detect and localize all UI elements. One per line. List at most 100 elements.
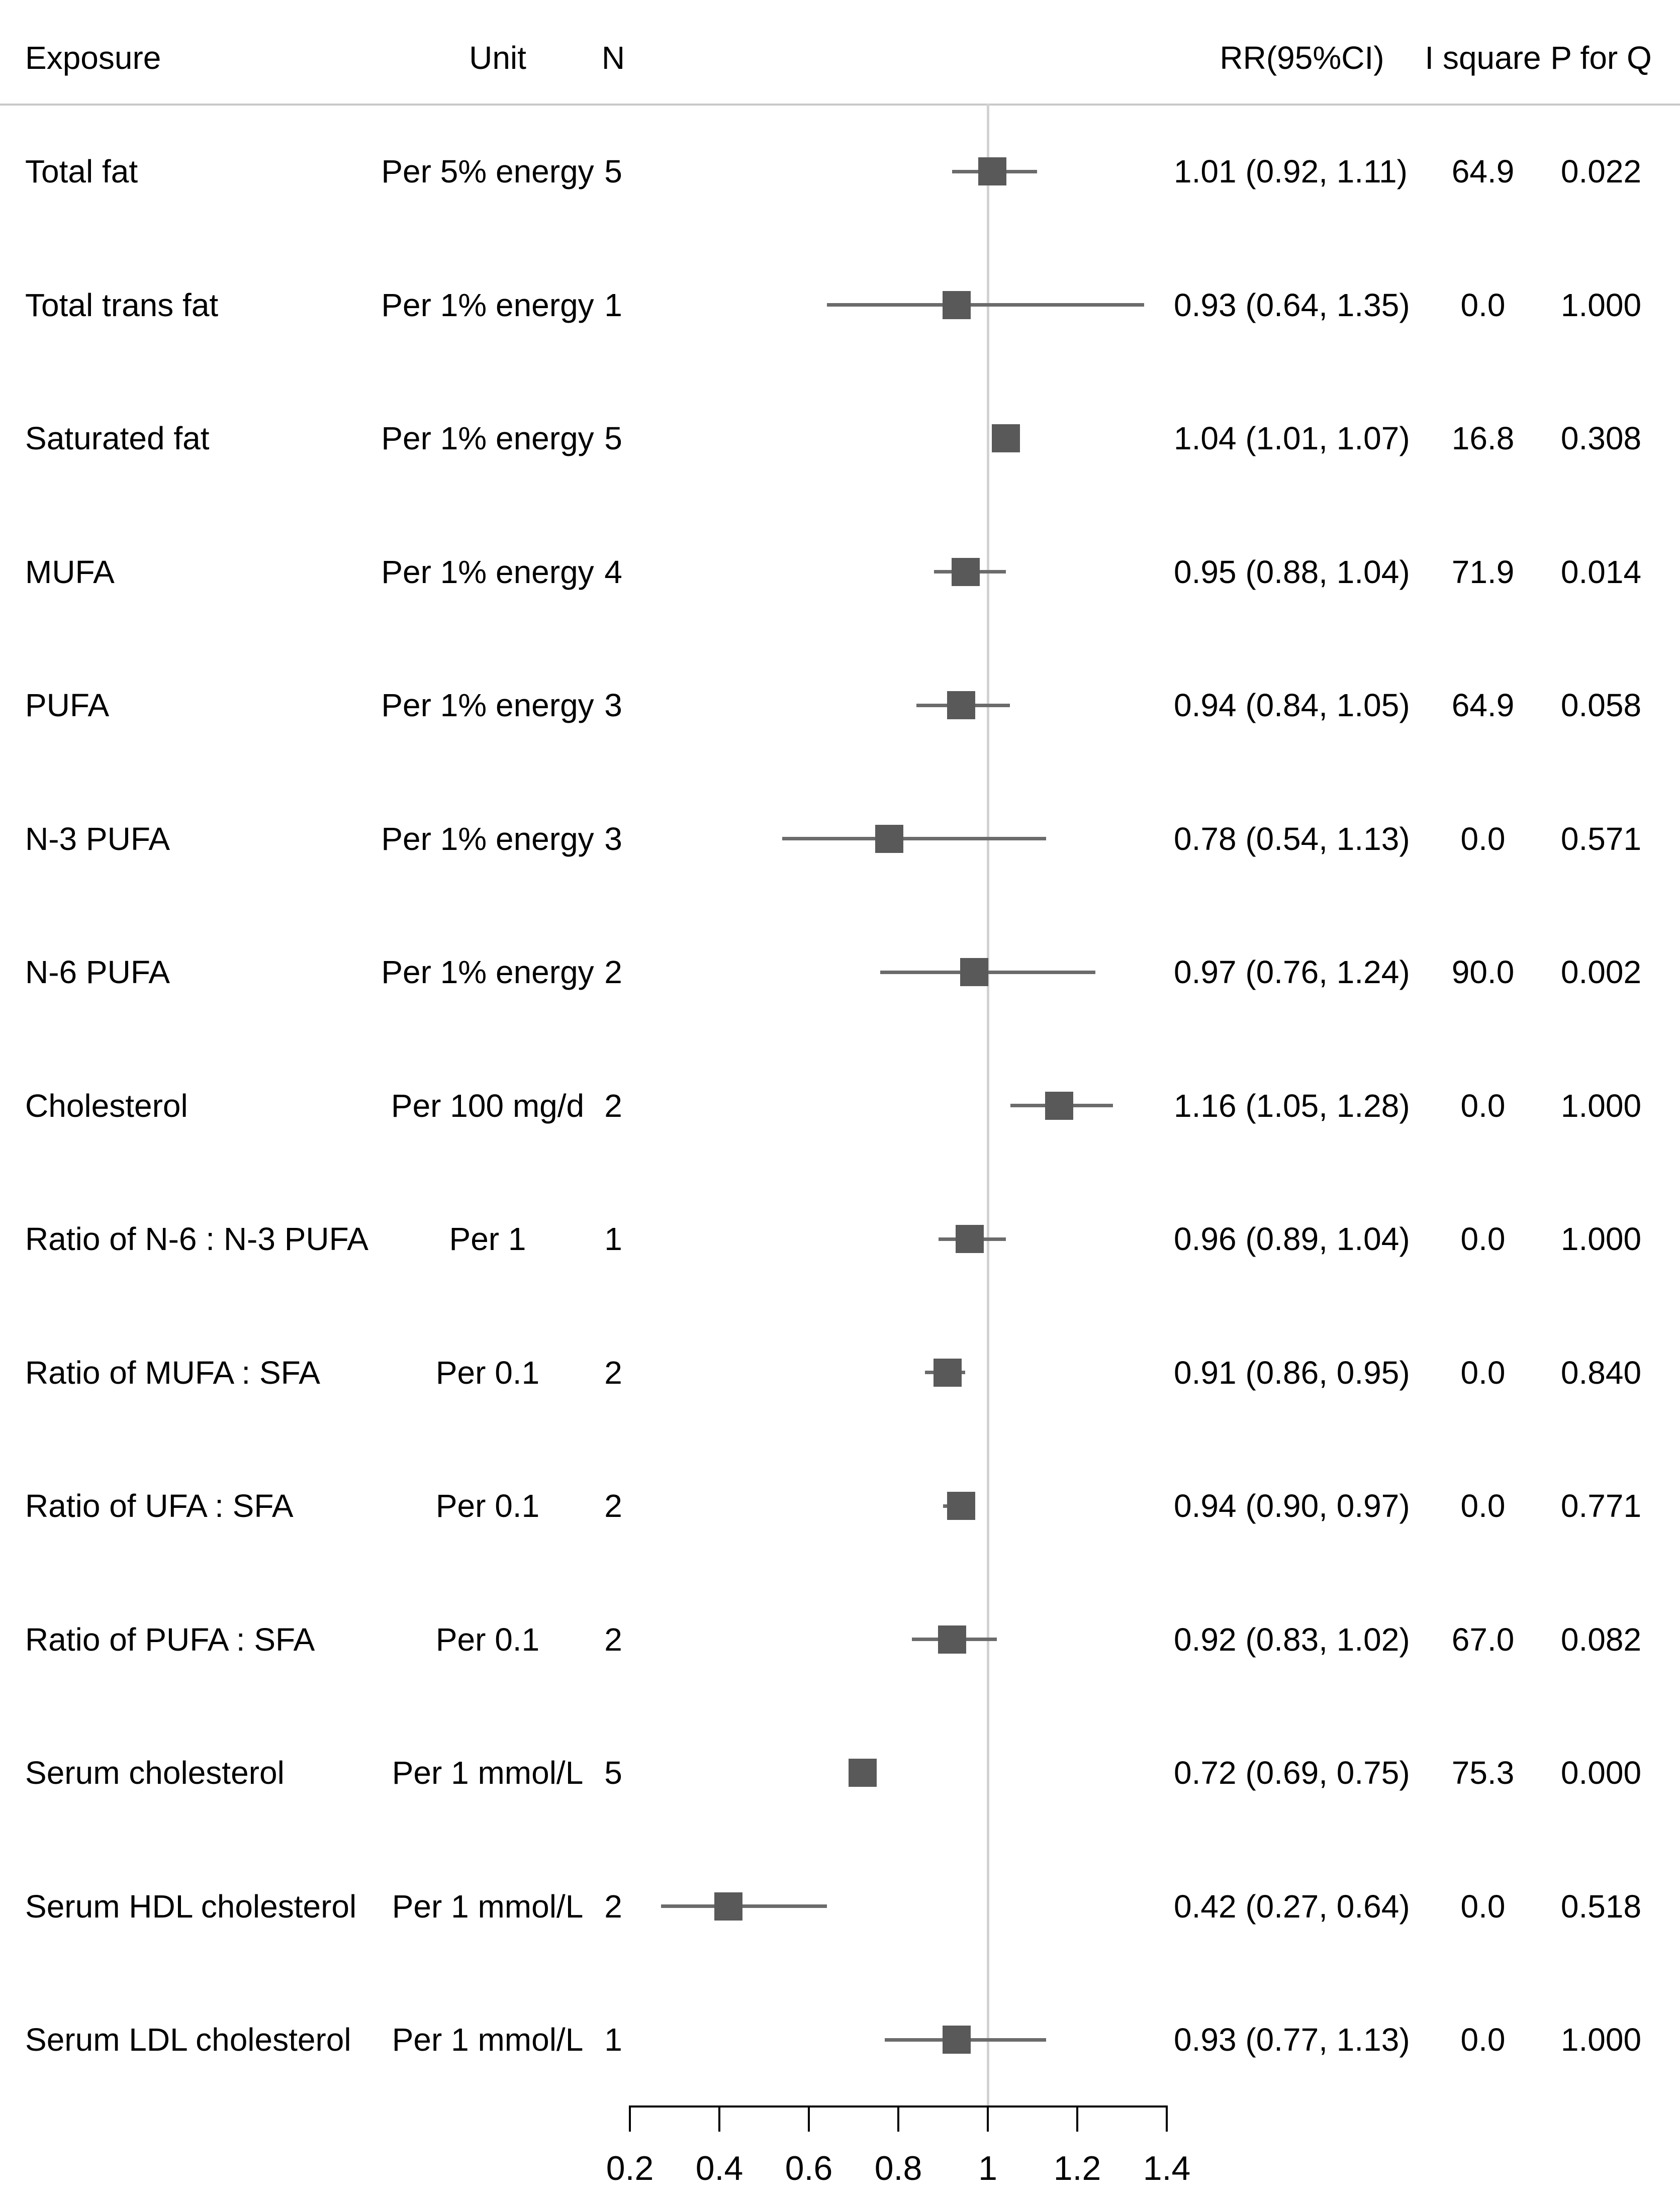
column-header-unit: Unit bbox=[469, 40, 526, 76]
exposure-label: Ratio of UFA : SFA bbox=[25, 1488, 294, 1524]
point-estimate-marker bbox=[942, 291, 971, 319]
n-label: 5 bbox=[604, 420, 622, 456]
i-square-label: 67.0 bbox=[1451, 1621, 1515, 1658]
i-square-label: 16.8 bbox=[1451, 420, 1515, 456]
column-header-exposure: Exposure bbox=[25, 40, 161, 76]
rr-ci-label: 0.95 (0.88, 1.04) bbox=[1174, 553, 1410, 590]
unit-label: Per 100 mg/d bbox=[391, 1087, 585, 1124]
i-square-label: 0.0 bbox=[1460, 2022, 1506, 2058]
axis-tick-label: 0.8 bbox=[874, 2149, 922, 2187]
exposure-label: MUFA bbox=[25, 553, 115, 590]
rr-ci-label: 0.93 (0.64, 1.35) bbox=[1174, 286, 1410, 323]
exposure-label: N-3 PUFA bbox=[25, 820, 170, 857]
point-estimate-marker bbox=[933, 1358, 962, 1387]
point-estimate-marker bbox=[947, 691, 975, 719]
n-label: 1 bbox=[604, 1221, 622, 1257]
i-square-label: 90.0 bbox=[1451, 954, 1515, 990]
point-estimate-marker bbox=[960, 958, 989, 986]
exposure-label: Serum HDL cholesterol bbox=[25, 1888, 357, 1925]
i-square-label: 0.0 bbox=[1460, 1488, 1506, 1524]
reference-line bbox=[986, 104, 989, 2105]
unit-label: Per 0.1 bbox=[435, 1621, 540, 1658]
column-header-rr-ci: RR(95%CI) bbox=[1220, 40, 1384, 76]
p-for-q-label: 0.082 bbox=[1560, 1621, 1642, 1658]
point-estimate-marker bbox=[714, 1892, 742, 1921]
axis-tick bbox=[629, 2105, 631, 2132]
point-estimate-marker bbox=[848, 1759, 877, 1787]
i-square-label: 71.9 bbox=[1451, 553, 1515, 590]
n-label: 1 bbox=[604, 286, 622, 323]
rr-ci-label: 0.42 (0.27, 0.64) bbox=[1174, 1888, 1410, 1925]
point-estimate-marker bbox=[942, 2026, 971, 2054]
exposure-label: Total trans fat bbox=[25, 286, 219, 323]
p-for-q-label: 0.000 bbox=[1560, 1755, 1642, 1791]
p-for-q-label: 0.518 bbox=[1560, 1888, 1642, 1925]
n-label: 2 bbox=[604, 1621, 622, 1658]
p-for-q-label: 1.000 bbox=[1560, 286, 1642, 323]
ci-whisker bbox=[782, 837, 1046, 840]
unit-label: Per 1% energy bbox=[381, 553, 594, 590]
p-for-q-label: 0.002 bbox=[1560, 954, 1642, 990]
i-square-label: 0.0 bbox=[1460, 1888, 1506, 1925]
i-square-label: 75.3 bbox=[1451, 1755, 1515, 1791]
n-label: 5 bbox=[604, 1755, 622, 1791]
axis-tick bbox=[897, 2105, 899, 2132]
ci-whisker bbox=[661, 1904, 827, 1908]
i-square-label: 0.0 bbox=[1460, 1087, 1506, 1124]
point-estimate-marker bbox=[947, 1492, 975, 1520]
exposure-label: PUFA bbox=[25, 687, 110, 723]
exposure-label: Serum LDL cholesterol bbox=[25, 2022, 351, 2058]
unit-label: Per 1 mmol/L bbox=[392, 2022, 584, 2058]
rr-ci-label: 1.16 (1.05, 1.28) bbox=[1174, 1087, 1410, 1124]
p-for-q-label: 0.571 bbox=[1560, 820, 1642, 857]
axis-tick bbox=[1166, 2105, 1168, 2132]
rr-ci-label: 0.93 (0.77, 1.13) bbox=[1174, 2022, 1410, 2058]
column-header-i-square: I square bbox=[1425, 40, 1541, 76]
n-label: 2 bbox=[604, 954, 622, 990]
rr-ci-label: 1.04 (1.01, 1.07) bbox=[1174, 420, 1410, 456]
i-square-label: 0.0 bbox=[1460, 286, 1506, 323]
unit-label: Per 1% energy bbox=[381, 420, 594, 456]
axis-tick-label: 0.6 bbox=[785, 2149, 833, 2187]
column-header-p-for-q: P for Q bbox=[1550, 40, 1652, 76]
n-label: 3 bbox=[604, 687, 622, 723]
axis-tick-label: 1.4 bbox=[1143, 2149, 1191, 2187]
n-label: 2 bbox=[604, 1888, 622, 1925]
point-estimate-marker bbox=[978, 157, 1006, 185]
exposure-label: Ratio of MUFA : SFA bbox=[25, 1354, 320, 1391]
rr-ci-label: 0.72 (0.69, 0.75) bbox=[1174, 1755, 1410, 1791]
i-square-label: 64.9 bbox=[1451, 153, 1515, 189]
axis-tick bbox=[718, 2105, 720, 2132]
ci-whisker bbox=[826, 303, 1145, 307]
unit-label: Per 1 bbox=[449, 1221, 526, 1257]
n-label: 4 bbox=[604, 553, 622, 590]
p-for-q-label: 0.308 bbox=[1560, 420, 1642, 456]
i-square-label: 0.0 bbox=[1460, 1354, 1506, 1391]
p-for-q-label: 0.840 bbox=[1560, 1354, 1642, 1391]
i-square-label: 0.0 bbox=[1460, 1221, 1506, 1257]
i-square-label: 0.0 bbox=[1460, 820, 1506, 857]
column-header-n: N bbox=[601, 40, 625, 76]
exposure-label: N-6 PUFA bbox=[25, 954, 170, 990]
unit-label: Per 1 mmol/L bbox=[392, 1888, 584, 1925]
unit-label: Per 1 mmol/L bbox=[392, 1755, 584, 1791]
axis-tick-label: 1 bbox=[978, 2149, 997, 2187]
i-square-label: 64.9 bbox=[1451, 687, 1515, 723]
rr-ci-label: 1.01 (0.92, 1.11) bbox=[1174, 153, 1408, 189]
n-label: 2 bbox=[604, 1354, 622, 1391]
point-estimate-marker bbox=[938, 1625, 966, 1654]
n-label: 2 bbox=[604, 1488, 622, 1524]
unit-label: Per 0.1 bbox=[435, 1354, 540, 1391]
p-for-q-label: 0.022 bbox=[1560, 153, 1642, 189]
p-for-q-label: 0.058 bbox=[1560, 687, 1642, 723]
axis-tick-label: 0.4 bbox=[695, 2149, 743, 2187]
axis-tick bbox=[1076, 2105, 1078, 2132]
exposure-label: Saturated fat bbox=[25, 420, 210, 456]
n-label: 1 bbox=[604, 2022, 622, 2058]
unit-label: Per 5% energy bbox=[381, 153, 594, 189]
axis-tick-label: 1.2 bbox=[1053, 2149, 1101, 2187]
p-for-q-label: 0.771 bbox=[1560, 1488, 1642, 1524]
p-for-q-label: 0.014 bbox=[1560, 553, 1642, 590]
unit-label: Per 0.1 bbox=[435, 1488, 540, 1524]
